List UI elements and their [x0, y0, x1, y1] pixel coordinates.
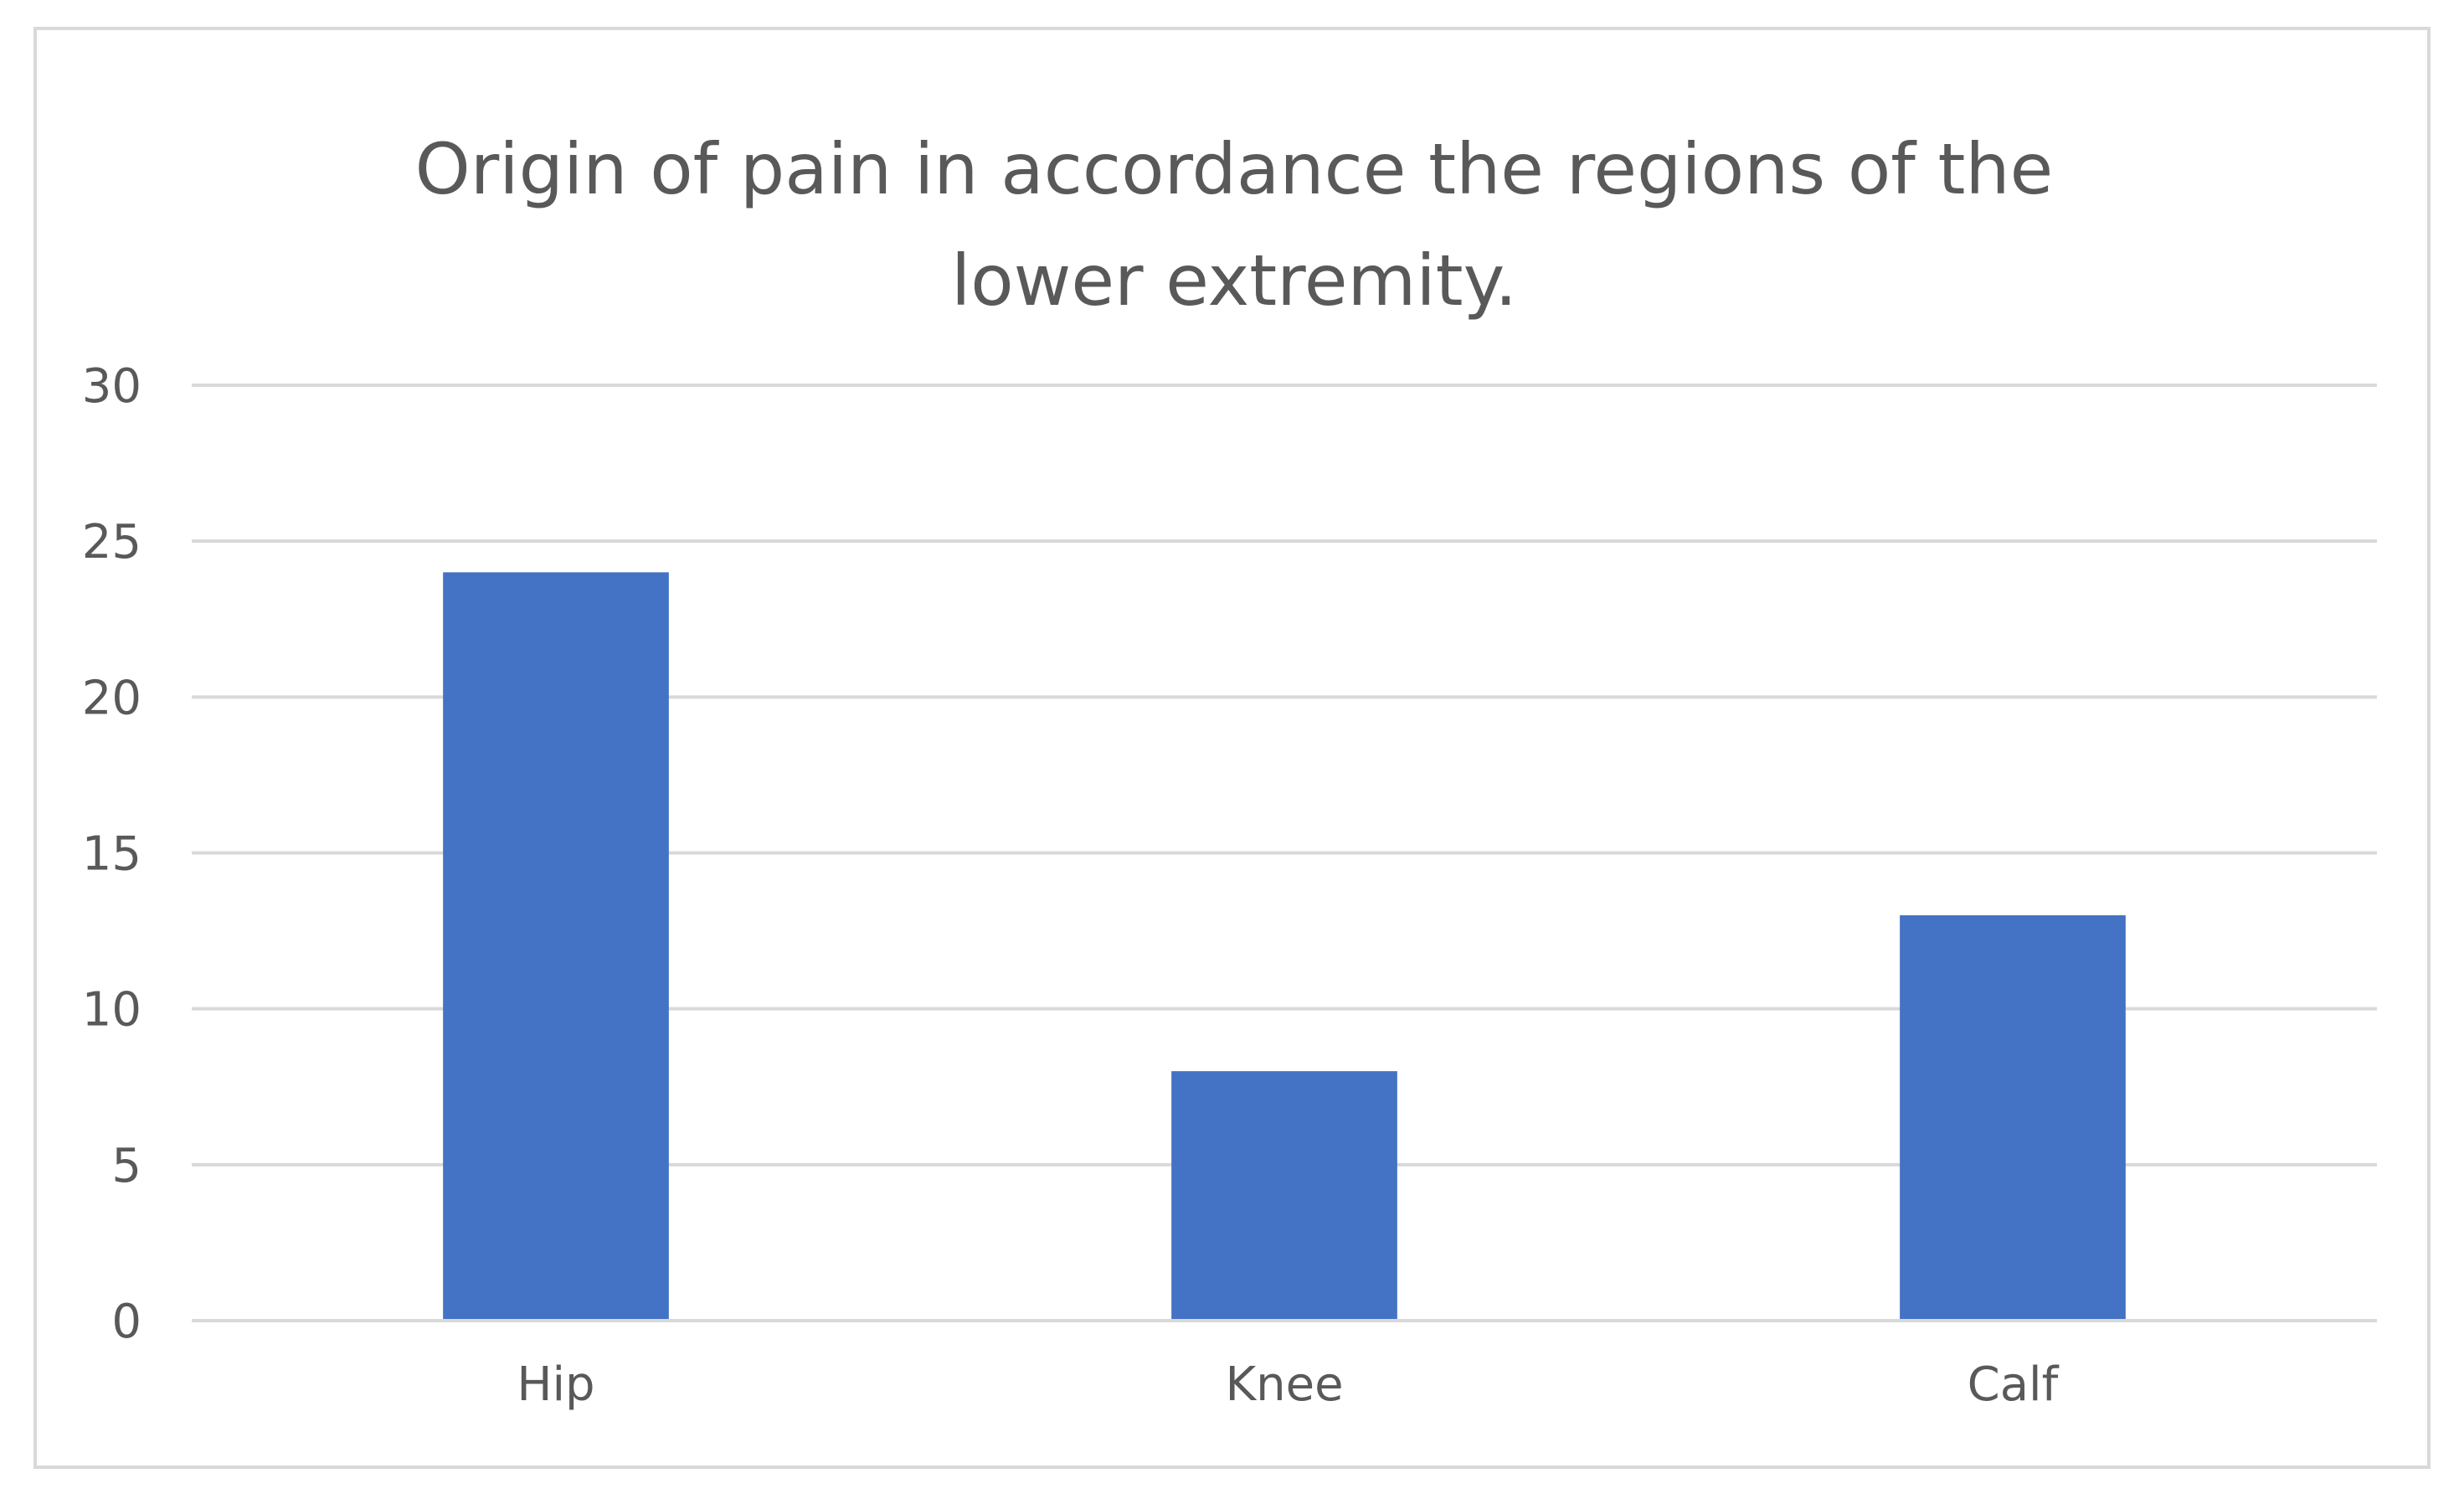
- y-tick-label: 30: [82, 359, 141, 414]
- bar-knee: [1171, 1071, 1397, 1319]
- x-tick-label-calf: Calf: [1968, 1357, 2060, 1412]
- chart-title-line-2: lower extremity.: [951, 240, 1517, 322]
- bar-chart: Origin of pain in accordance the regions…: [82, 128, 2377, 1412]
- bar-hip: [443, 572, 669, 1319]
- y-tick-label: 15: [82, 827, 141, 882]
- x-tick-label-hip: Hip: [517, 1357, 594, 1412]
- y-tick-label: 10: [82, 983, 141, 1038]
- y-axis-tick-labels: 0 5 10 15 20 25 30: [82, 359, 141, 1349]
- chart-frame: Origin of pain in accordance the regions…: [33, 27, 2431, 1469]
- y-tick-label: 0: [111, 1295, 141, 1349]
- bars: [443, 572, 2126, 1319]
- y-tick-label: 5: [111, 1139, 141, 1193]
- chart-title-line-1: Origin of pain in accordance the regions…: [415, 128, 2054, 210]
- y-tick-label: 25: [82, 515, 141, 569]
- x-tick-label-knee: Knee: [1225, 1357, 1343, 1412]
- bar-calf: [1900, 914, 2126, 1319]
- chart-title: Origin of pain in accordance the regions…: [415, 128, 2054, 322]
- y-tick-label: 20: [82, 671, 141, 725]
- x-axis-tick-labels: Hip Knee Calf: [517, 1357, 2059, 1412]
